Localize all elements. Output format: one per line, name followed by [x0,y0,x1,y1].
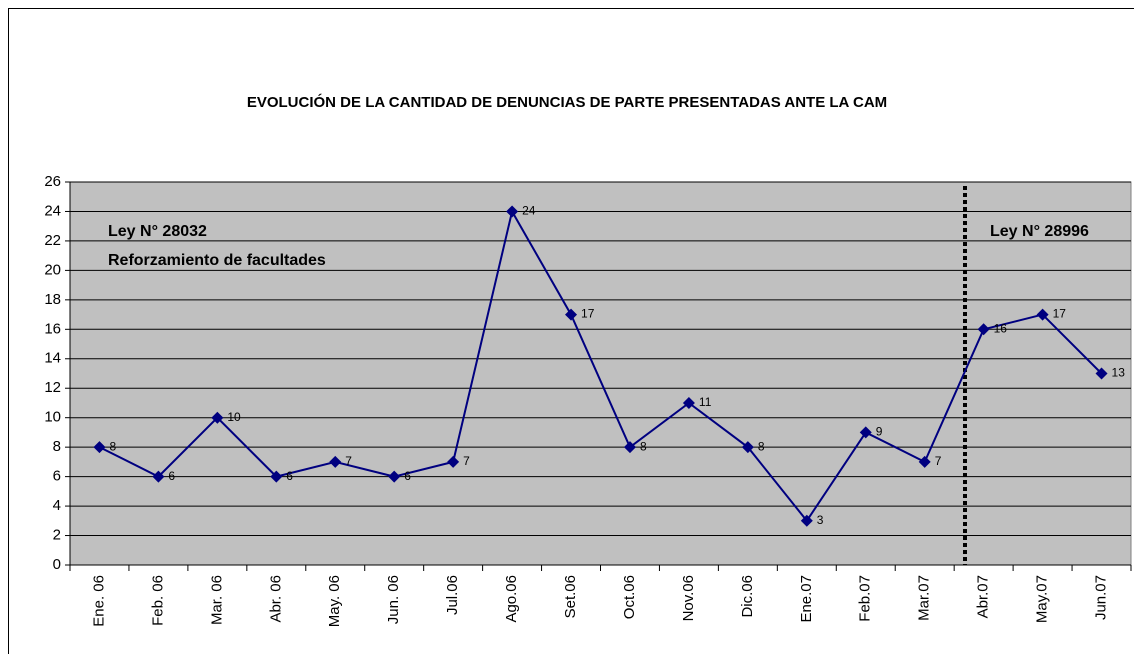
data-point [93,441,106,454]
data-point [977,323,990,336]
x-tick-label: Jun.07 [1092,575,1109,620]
data-point [388,470,401,483]
x-tick-label: May.07 [1034,575,1051,623]
data-label: 7 [345,454,352,468]
y-tick-label: 2 [53,527,61,544]
data-label: 8 [640,439,647,453]
data-label: 7 [463,454,470,468]
y-tick-label: 22 [44,232,61,249]
y-tick-label: 4 [53,497,61,514]
x-tick-label: Oct.06 [621,575,638,619]
data-point [211,411,224,424]
data-label: 3 [817,513,824,527]
y-tick-label: 10 [44,409,61,426]
x-tick-label: Set.06 [562,575,579,618]
data-point [329,455,342,468]
x-tick-label: Nov.06 [680,575,697,621]
y-tick-label: 6 [53,468,61,485]
data-label: 24 [522,204,536,218]
y-tick-label: 8 [53,438,61,455]
data-point [506,205,519,218]
data-label: 6 [286,469,293,483]
data-label: 8 [109,439,116,453]
data-point [447,455,460,468]
y-tick-label: 18 [44,291,61,308]
data-point [623,441,636,454]
x-tick-label: Abr. 06 [267,575,284,623]
y-tick-label: 14 [44,350,61,367]
grid [70,181,1131,566]
data-label: 11 [699,395,712,409]
y-tick-label: 20 [44,261,61,278]
data-point [1095,367,1108,380]
data-label: 17 [581,307,595,321]
data-label: 6 [404,469,411,483]
x-tick-label: Ene. 06 [90,575,107,627]
data-point [682,396,695,409]
data-point [1036,308,1049,321]
plot-area [69,181,1132,566]
data-label: 9 [876,425,883,439]
data-point [918,455,931,468]
data-point [152,470,165,483]
data-point [741,441,754,454]
x-tick-label: Mar.07 [916,575,933,621]
data-label: 10 [227,410,241,424]
y-tick-label: 26 [44,173,61,190]
x-tick-label: Feb.07 [857,575,874,622]
y-tick-label: 12 [44,379,61,396]
data-label: 6 [168,469,175,483]
x-tick-label: Ago.06 [503,575,520,623]
annotation: Ley N° 28996 [990,223,1089,240]
annotation: Reforzamiento de facultades [108,252,326,269]
data-label: 8 [758,439,765,453]
data-point [859,426,872,439]
x-tick-label: Mar. 06 [208,575,225,625]
data-label: 16 [994,321,1008,335]
annotation: Ley N° 28032 [108,223,207,240]
data-point [565,308,578,321]
data-label: 13 [1112,366,1126,380]
x-tick-label: Jun. 06 [385,575,402,624]
x-tick-label: Abr.07 [975,575,992,618]
data-label: 7 [935,454,942,468]
x-tick-label: Feb. 06 [149,575,166,626]
data-point [270,470,283,483]
y-tick-label: 16 [44,320,61,337]
data-label: 17 [1053,307,1067,321]
x-tick-label: Dic.06 [739,575,756,618]
data-line [99,208,1103,523]
data-point [800,514,813,527]
y-tick-label: 0 [53,556,61,573]
x-tick-label: May. 06 [326,575,343,627]
x-tick-label: Jul.06 [444,575,461,615]
y-tick-label: 24 [44,202,61,219]
x-tick-label: Ene.07 [798,575,815,623]
chart-title: EVOLUCIÓN DE LA CANTIDAD DE DENUNCIAS DE… [246,94,888,111]
